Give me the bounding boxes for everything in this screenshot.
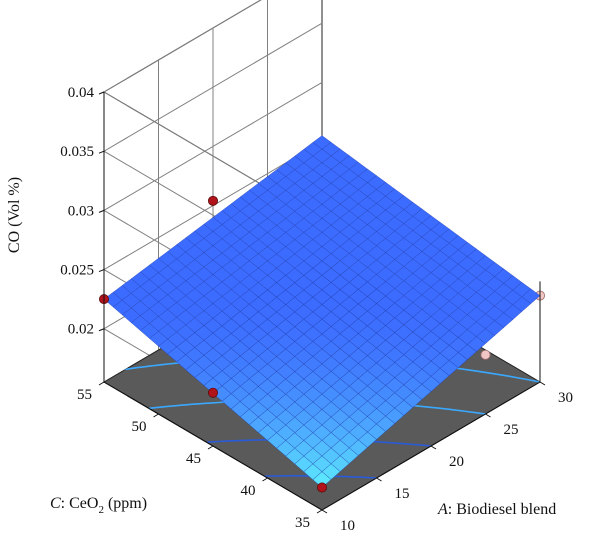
design-point [207, 195, 218, 206]
x-tick-label: 10 [340, 518, 355, 534]
z-tick-label: 0.02 [68, 322, 94, 338]
y-tick-mark [153, 413, 159, 418]
design-point [207, 387, 218, 398]
surface-cell [312, 471, 332, 488]
y-axis-title: C: CeO2 (ppm) [50, 495, 147, 516]
y-tick-mark [207, 445, 214, 450]
points-above-surface [99, 195, 327, 493]
z-tick-mark [98, 209, 105, 213]
x-axis-title: A: Biodiesel blend [437, 501, 556, 518]
y-tick-label: 40 [241, 483, 256, 499]
x-tick-label: 25 [504, 422, 519, 438]
y-tick-mark [316, 509, 323, 514]
x-tick-mark [376, 477, 382, 482]
z-tick-label: 0.04 [68, 85, 95, 101]
tick-labels: 0.04 0.035 0.03 0.025 0.02 35 40 45 50 55 10 15 20 25… [60, 85, 573, 534]
x-tick-mark [321, 509, 328, 514]
z-tick-mark [98, 328, 105, 332]
z-axis-title: CO (Vol %) [6, 177, 23, 253]
y-tick-label: 45 [186, 451, 201, 467]
z-tick-label: 0.025 [60, 263, 94, 279]
z-tick-mark [98, 91, 105, 95]
y-tick-label: 55 [77, 387, 92, 403]
x-tick-label: 30 [558, 390, 573, 406]
y-tick-mark [98, 381, 105, 386]
y-tick-label: 50 [132, 419, 147, 435]
x-tick-label: 20 [449, 454, 464, 470]
x-tick-label: 15 [395, 486, 410, 502]
x-tick-mark [539, 381, 546, 386]
x-tick-mark [485, 413, 491, 418]
response-surface [103, 135, 541, 488]
design-point [316, 482, 327, 493]
design-point [480, 349, 491, 360]
y-tick-mark [262, 477, 268, 482]
z-tick-label: 0.03 [68, 203, 94, 219]
y-tick-label: 35 [295, 515, 310, 531]
x-tick-mark [430, 445, 437, 450]
z-tick-mark [98, 269, 105, 273]
z-tick-label: 0.035 [60, 144, 94, 160]
z-tick-mark [98, 150, 105, 154]
